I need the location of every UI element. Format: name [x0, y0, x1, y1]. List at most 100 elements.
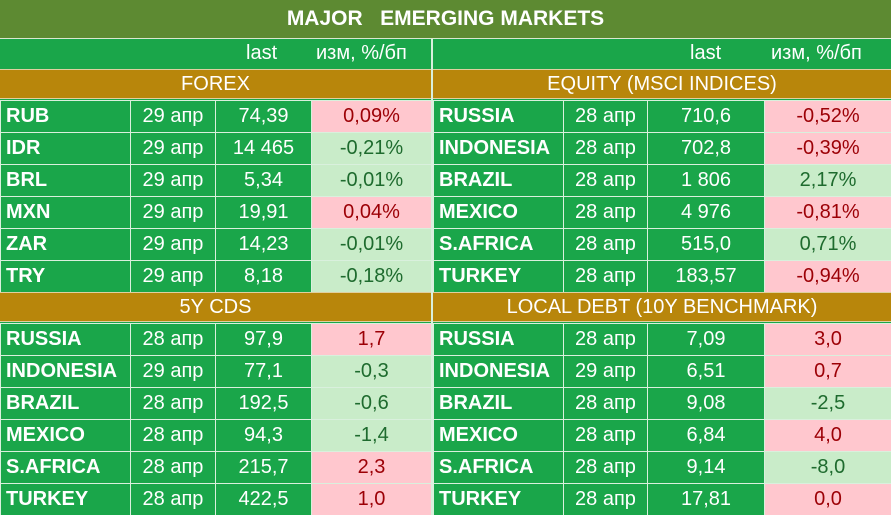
row-name: S.AFRICA — [433, 451, 564, 484]
row-date: 28 апр — [563, 483, 648, 515]
row-date: 29 апр — [130, 196, 216, 229]
row-date: 29 апр — [130, 260, 216, 293]
table-row: BRAZIL 28 апр 1 806 2,17% — [433, 164, 891, 197]
row-last-value: 422,5 — [215, 483, 312, 515]
row-name: BRAZIL — [0, 387, 131, 420]
row-date: 28 апр — [563, 419, 648, 452]
row-change-value: 2,17% — [764, 164, 891, 197]
row-last-value: 14 465 — [215, 132, 312, 165]
row-change-value: -0,52% — [764, 100, 891, 133]
row-last-value: 5,34 — [215, 164, 312, 197]
forex-table: RUB 29 апр 74,39 0,09% IDR 29 апр 14 465 -0,21%… — [0, 100, 432, 293]
row-last-value: 6,84 — [647, 419, 765, 452]
row-change-value: 0,7 — [764, 355, 891, 388]
table-row: MEXICO 28 апр 4 976 -0,81% — [433, 196, 891, 229]
table-row: MEXICO 28 апр 94,3 -1,4 — [0, 419, 432, 452]
row-last-value: 9,08 — [647, 387, 765, 420]
table-row: TURKEY 28 апр 422,5 1,0 — [0, 483, 432, 515]
row-name: RUSSIA — [0, 323, 131, 356]
row-name: RUSSIA — [433, 323, 564, 356]
table-row: BRAZIL 28 апр 9,08 -2,5 — [433, 387, 891, 420]
table-row: TURKEY 28 апр 17,81 0,0 — [433, 483, 891, 515]
table-row: INDONESIA 28 апр 702,8 -0,39% — [433, 132, 891, 165]
row-change-value: 0,71% — [764, 228, 891, 261]
row-name: TURKEY — [433, 483, 564, 515]
row-date: 28 апр — [563, 228, 648, 261]
column-divider — [431, 39, 433, 515]
row-change-value: -1,4 — [311, 419, 432, 452]
change-header: изм, %/бп — [771, 42, 862, 64]
table-row: MEXICO 28 апр 6,84 4,0 — [433, 419, 891, 452]
last-header: last — [690, 42, 722, 64]
row-date: 29 апр — [130, 228, 216, 261]
table-row: S.AFRICA 28 апр 9,14 -8,0 — [433, 451, 891, 484]
table-row: INDONESIA 29 апр 77,1 -0,3 — [0, 355, 432, 388]
row-change-value: -0,39% — [764, 132, 891, 165]
row-last-value: 7,09 — [647, 323, 765, 356]
row-last-value: 19,91 — [215, 196, 312, 229]
row-date: 28 апр — [130, 419, 216, 452]
table-row: INDONESIA 29 апр 6,51 0,7 — [433, 355, 891, 388]
table-row: TRY 29 апр 8,18 -0,18% — [0, 260, 432, 293]
row-date: 28 апр — [563, 260, 648, 293]
row-last-value: 215,7 — [215, 451, 312, 484]
row-change-value: -8,0 — [764, 451, 891, 484]
row-change-value: -0,01% — [311, 228, 432, 261]
table-row: RUSSIA 28 апр 710,6 -0,52% — [433, 100, 891, 133]
row-change-value: -0,6 — [311, 387, 432, 420]
row-change-value: -0,18% — [311, 260, 432, 293]
row-name: IDR — [0, 132, 131, 165]
left-column-headers: last изм, %/бп — [0, 39, 431, 69]
row-date: 29 апр — [130, 164, 216, 197]
cds-section-header: 5Y CDS — [0, 292, 431, 322]
row-name: INDONESIA — [433, 355, 564, 388]
row-name: TURKEY — [0, 483, 131, 515]
row-name: MXN — [0, 196, 131, 229]
row-last-value: 74,39 — [215, 100, 312, 133]
row-last-value: 515,0 — [647, 228, 765, 261]
row-date: 29 апр — [130, 100, 216, 133]
row-change-value: 2,3 — [311, 451, 432, 484]
row-name: BRL — [0, 164, 131, 197]
cds-table: RUSSIA 28 апр 97,9 1,7 INDONESIA 29 апр 77,1 -0… — [0, 323, 432, 515]
row-date: 29 апр — [130, 355, 216, 388]
row-date: 28 апр — [130, 387, 216, 420]
row-last-value: 6,51 — [647, 355, 765, 388]
row-last-value: 183,57 — [647, 260, 765, 293]
row-name: TURKEY — [433, 260, 564, 293]
row-name: MEXICO — [433, 419, 564, 452]
row-name: S.AFRICA — [0, 451, 131, 484]
change-header: изм, %/бп — [316, 42, 407, 64]
table-row: RUSSIA 28 апр 7,09 3,0 — [433, 323, 891, 356]
row-name: MEXICO — [433, 196, 564, 229]
row-change-value: -0,3 — [311, 355, 432, 388]
row-name: TRY — [0, 260, 131, 293]
row-date: 29 апр — [563, 355, 648, 388]
row-last-value: 94,3 — [215, 419, 312, 452]
row-date: 28 апр — [563, 196, 648, 229]
equity-section-header: EQUITY (MSCI INDICES) — [433, 69, 891, 99]
table-row: TURKEY 28 апр 183,57 -0,94% — [433, 260, 891, 293]
equity-table: RUSSIA 28 апр 710,6 -0,52% INDONESIA 28 апр 70… — [433, 100, 891, 293]
row-change-value: 3,0 — [764, 323, 891, 356]
row-date: 29 апр — [130, 132, 216, 165]
table-row: S.AFRICA 28 апр 515,0 0,71% — [433, 228, 891, 261]
table-row: S.AFRICA 28 апр 215,7 2,3 — [0, 451, 432, 484]
row-date: 28 апр — [130, 483, 216, 515]
row-change-value: 0,0 — [764, 483, 891, 515]
row-date: 28 апр — [563, 323, 648, 356]
row-last-value: 8,18 — [215, 260, 312, 293]
table-row: RUSSIA 28 апр 97,9 1,7 — [0, 323, 432, 356]
row-date: 28 апр — [563, 387, 648, 420]
table-row: BRL 29 апр 5,34 -0,01% — [0, 164, 432, 197]
row-name: MEXICO — [0, 419, 131, 452]
row-last-value: 702,8 — [647, 132, 765, 165]
row-name: BRAZIL — [433, 164, 564, 197]
debt-section-header: LOCAL DEBT (10Y BENCHMARK) — [433, 292, 891, 322]
row-last-value: 1 806 — [647, 164, 765, 197]
table-row: RUB 29 апр 74,39 0,09% — [0, 100, 432, 133]
row-name: INDONESIA — [0, 355, 131, 388]
row-name: RUB — [0, 100, 131, 133]
row-name: ZAR — [0, 228, 131, 261]
